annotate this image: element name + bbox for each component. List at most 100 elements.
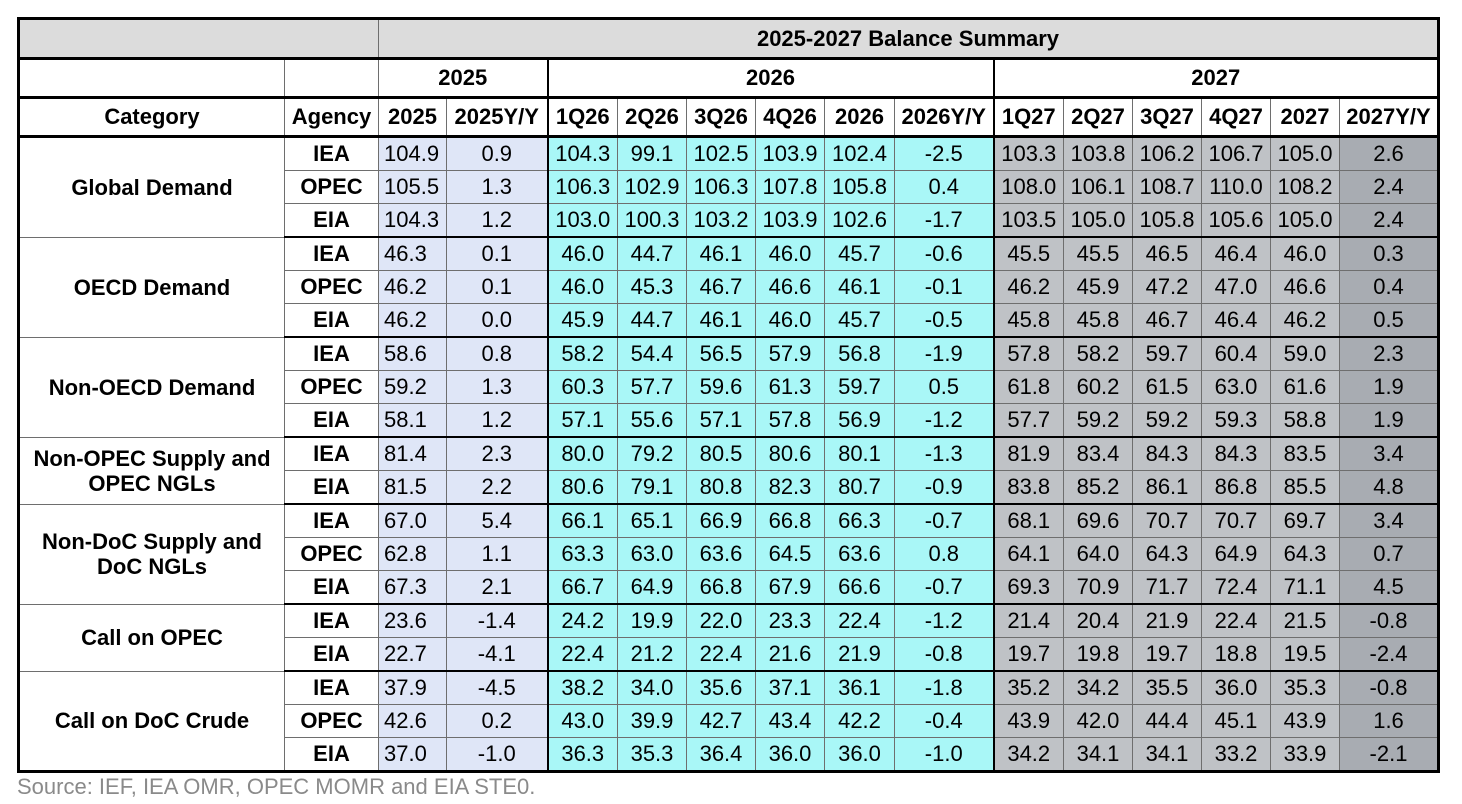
value-cell: 59.3 (1201, 403, 1271, 438)
category-cell: Non-OPEC Supply and OPEC NGLs (18, 436, 285, 505)
value-cell: 80.6 (755, 436, 825, 471)
value-cell: 57.8 (993, 336, 1064, 371)
column-header: 2026 (824, 97, 895, 138)
column-header: 2026Y/Y (894, 97, 995, 138)
value-cell: -1.0 (446, 737, 549, 773)
value-cell: 108.2 (1270, 170, 1340, 204)
value-cell: 22.4 (824, 603, 895, 638)
value-cell: 108.7 (1132, 170, 1202, 204)
value-cell: 60.2 (1063, 370, 1133, 404)
value-cell: 66.3 (824, 503, 895, 538)
value-cell: 45.8 (1063, 303, 1133, 338)
value-cell: 19.8 (1063, 637, 1133, 672)
value-cell: 62.8 (378, 537, 447, 571)
value-cell: 46.5 (1132, 236, 1202, 271)
column-header: 2025 (378, 97, 447, 138)
value-cell: 66.9 (686, 503, 756, 538)
value-cell: 45.1 (1201, 704, 1271, 738)
title-corner-cell (18, 18, 379, 60)
value-cell: 57.1 (686, 403, 756, 438)
category-cell: OECD Demand (18, 236, 285, 338)
agency-cell: IEA (284, 670, 379, 705)
value-cell: 45.7 (824, 236, 895, 271)
year-header-2027: 2027 (993, 58, 1439, 99)
value-cell: 1.2 (446, 403, 549, 438)
value-cell: 84.3 (1132, 436, 1202, 471)
value-cell: -2.5 (894, 136, 995, 171)
agency-cell: IEA (284, 436, 379, 471)
value-cell: -2.4 (1339, 637, 1439, 672)
value-cell: 23.3 (755, 603, 825, 638)
value-cell: 45.7 (824, 303, 895, 338)
table-row: OPEC 59.2 1.3 60.3 57.7 59.6 61.3 59.7 0.5 61.8 60… (19, 370, 1439, 404)
value-cell: 57.7 (993, 403, 1064, 438)
value-cell: 35.5 (1132, 670, 1202, 705)
category-cell: Global Demand (18, 136, 285, 238)
table-row: Non-OPEC Supply and OPEC NGLs IEA 81.4 2.3 8… (18, 436, 1439, 505)
table-title: 2025-2027 Balance Summary (378, 18, 1439, 60)
value-cell: 34.1 (1063, 737, 1133, 773)
value-cell: 21.9 (1132, 603, 1202, 638)
value-cell: 103.8 (1063, 136, 1133, 171)
category-cell: Non-OECD Demand (18, 336, 285, 438)
table-row: OPEC 105.5 1.3 106.3 102.9 106.3 107.8 105.8 0.4… (19, 170, 1439, 204)
value-cell: 34.0 (617, 670, 687, 705)
value-cell: 2.1 (446, 570, 549, 605)
value-cell: 46.1 (686, 303, 756, 338)
agency-cell: EIA (284, 403, 379, 438)
value-cell: 22.4 (686, 637, 756, 672)
value-cell: 43.9 (993, 704, 1064, 738)
value-cell: 19.7 (993, 637, 1064, 672)
value-cell: 34.2 (993, 737, 1064, 773)
value-cell: 0.9 (446, 136, 549, 171)
value-cell: 18.8 (1201, 637, 1271, 672)
value-cell: 1.3 (446, 170, 549, 204)
value-cell: -1.2 (894, 603, 995, 638)
value-cell: 80.5 (686, 436, 756, 471)
value-cell: 5.4 (446, 503, 549, 538)
value-cell: 83.4 (1063, 436, 1133, 471)
value-cell: 69.6 (1063, 503, 1133, 538)
value-cell: 102.5 (686, 136, 756, 171)
value-cell: -1.0 (894, 737, 995, 773)
value-cell: 43.0 (547, 704, 618, 738)
value-cell: 71.1 (1270, 570, 1340, 605)
value-cell: 106.1 (1063, 170, 1133, 204)
value-cell: -0.7 (894, 503, 995, 538)
value-cell: 63.6 (686, 537, 756, 571)
value-cell: 1.1 (446, 537, 549, 571)
table-row: OPEC 62.8 1.1 63.3 63.0 63.6 64.5 63.6 0.8 64.1 64… (19, 537, 1439, 571)
agency-cell: EIA (284, 737, 379, 773)
value-cell: 59.2 (378, 370, 447, 404)
value-cell: 1.9 (1339, 370, 1439, 404)
value-cell: 21.5 (1270, 603, 1340, 638)
category-cell: Call on DoC Crude (18, 670, 285, 772)
value-cell: 64.1 (993, 537, 1064, 571)
value-cell: 37.0 (378, 737, 447, 773)
value-cell: 44.7 (617, 236, 687, 271)
table-row: EIA 67.3 2.1 66.7 64.9 66.8 67.9 66.6 -0.7 69.3 70… (19, 570, 1439, 605)
value-cell: 0.4 (894, 170, 995, 204)
column-header: Category (18, 97, 285, 138)
value-cell: 46.0 (755, 236, 825, 271)
value-cell: -1.7 (894, 203, 995, 238)
value-cell: -4.1 (446, 637, 549, 672)
value-cell: 46.0 (755, 303, 825, 338)
value-cell: 81.9 (993, 436, 1064, 471)
value-cell: 104.9 (378, 136, 447, 171)
value-cell: 47.2 (1132, 270, 1202, 304)
value-cell: 70.7 (1132, 503, 1202, 538)
value-cell: 46.6 (1270, 270, 1340, 304)
value-cell: 46.0 (547, 270, 618, 304)
value-cell: 46.4 (1201, 236, 1271, 271)
value-cell: 55.6 (617, 403, 687, 438)
value-cell: 102.4 (824, 136, 895, 171)
value-cell: 45.9 (1063, 270, 1133, 304)
value-cell: 35.3 (617, 737, 687, 773)
value-cell: 44.7 (617, 303, 687, 338)
value-cell: 57.9 (755, 336, 825, 371)
value-cell: 59.0 (1270, 336, 1340, 371)
value-cell: 64.5 (755, 537, 825, 571)
value-cell: 80.8 (686, 470, 756, 505)
value-cell: 42.2 (824, 704, 895, 738)
